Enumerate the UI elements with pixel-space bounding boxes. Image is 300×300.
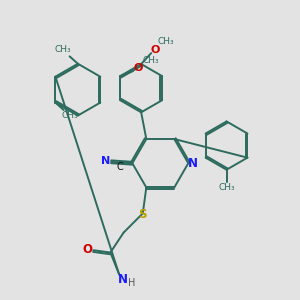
Text: S: S xyxy=(138,208,146,221)
Text: O: O xyxy=(134,63,143,73)
Text: N: N xyxy=(118,272,128,286)
Text: N: N xyxy=(188,157,198,170)
Text: H: H xyxy=(128,278,135,288)
Text: CH₃: CH₃ xyxy=(55,45,71,54)
Text: O: O xyxy=(82,242,92,256)
Text: C: C xyxy=(116,162,123,172)
Text: CH₃: CH₃ xyxy=(158,37,174,46)
Text: CH₃: CH₃ xyxy=(143,56,160,65)
Text: CH₃: CH₃ xyxy=(62,111,79,120)
Text: O: O xyxy=(151,45,160,55)
Text: N: N xyxy=(101,156,110,166)
Text: CH₃: CH₃ xyxy=(218,184,235,193)
